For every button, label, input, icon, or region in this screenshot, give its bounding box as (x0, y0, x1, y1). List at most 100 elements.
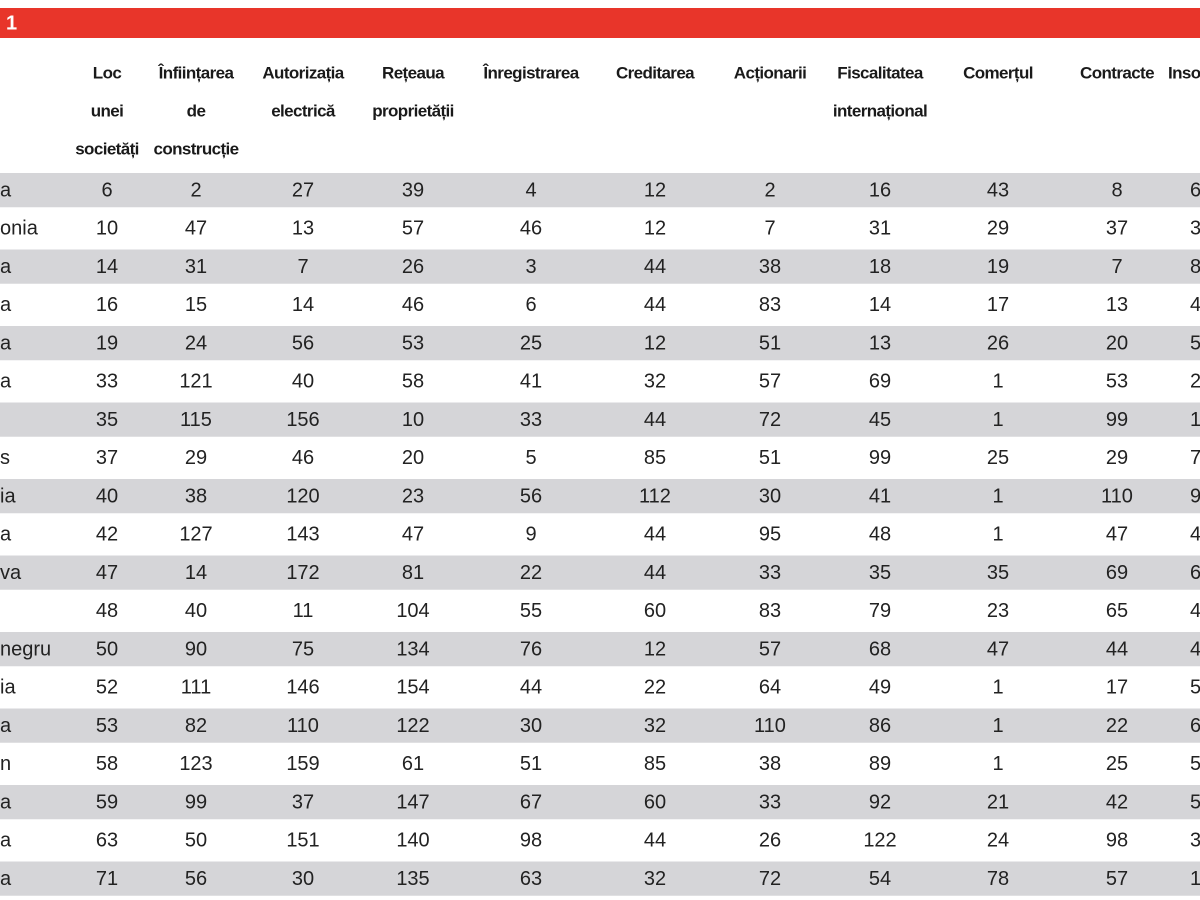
cell-value: 98 (520, 830, 542, 852)
cell-value: 23 (987, 600, 1009, 622)
cell-value: 22 (644, 677, 666, 699)
cell-value: 57 (759, 371, 781, 393)
cell-value: 104 (396, 600, 429, 622)
cell-value: 44 (644, 256, 666, 278)
cell-value: 61 (402, 753, 424, 775)
cell-value: 15 (185, 294, 207, 316)
cell-value: 37 (1106, 218, 1128, 240)
row-label: a (0, 294, 12, 316)
cell-value: 24 (185, 332, 207, 354)
cell-value: 6 (101, 179, 112, 201)
row-label: va (0, 562, 22, 584)
row-label: onia (0, 218, 39, 240)
cell-value: 48 (96, 600, 118, 622)
cell-value: 14 (292, 294, 314, 316)
cell-value: 9 (1190, 485, 1200, 507)
cell-value: 81 (402, 562, 424, 584)
cell-value: 33 (520, 409, 542, 431)
cell-value: 38 (185, 485, 207, 507)
cell-value: 64 (759, 677, 781, 699)
cell-value: 1 (992, 409, 1003, 431)
cell-value: 95 (759, 524, 781, 546)
cell-value: 52 (96, 677, 118, 699)
cell-value: 1 (992, 524, 1003, 546)
title-bar (0, 8, 1200, 38)
cell-value: 85 (644, 753, 666, 775)
row-label: s (0, 447, 10, 469)
cell-value: 33 (759, 791, 781, 813)
cell-value: 56 (292, 332, 314, 354)
cell-value: 69 (1106, 562, 1128, 584)
column-header: Creditarea (616, 63, 695, 82)
cell-value: 57 (1106, 868, 1128, 890)
cell-value: 67 (520, 791, 542, 813)
cell-value: 1 (992, 371, 1003, 393)
cell-value: 48 (869, 524, 891, 546)
cell-value: 44 (644, 524, 666, 546)
cell-value: 60 (644, 791, 666, 813)
cell-value: 1 (992, 753, 1003, 775)
cell-value: 44 (520, 677, 542, 699)
cell-value: 98 (1106, 830, 1128, 852)
cell-value: 44 (644, 294, 666, 316)
cell-value: 13 (292, 218, 314, 240)
cell-value: 1 (992, 715, 1003, 737)
column-header: Insol (1168, 63, 1200, 82)
cell-value: 46 (520, 218, 542, 240)
row-stripe (0, 632, 1200, 667)
cell-value: 92 (869, 791, 891, 813)
cell-value: 89 (869, 753, 891, 775)
cell-value: 33 (759, 562, 781, 584)
cell-value: 110 (1101, 485, 1133, 507)
row-label: ia (0, 485, 16, 507)
column-header: Contracte (1080, 63, 1154, 82)
cell-value: 6 (1190, 179, 1200, 201)
column-header: Înființarea (158, 63, 235, 82)
column-header: electrică (271, 101, 336, 120)
cell-value: 25 (987, 447, 1009, 469)
cell-value: 5 (1190, 332, 1200, 354)
cell-value: 172 (286, 562, 319, 584)
row-stripe (0, 785, 1200, 820)
cell-value: 110 (287, 715, 319, 737)
cell-value: 4 (525, 179, 536, 201)
cell-value: 112 (639, 485, 671, 507)
cell-value: 12 (644, 638, 666, 660)
cell-value: 32 (644, 868, 666, 890)
cell-value: 11 (293, 600, 314, 622)
cell-value: 3 (525, 256, 536, 278)
cell-value: 18 (869, 256, 891, 278)
cell-value: 26 (759, 830, 781, 852)
cell-value: 9 (525, 524, 536, 546)
cell-value: 1 (992, 677, 1003, 699)
cell-value: 4 (1190, 294, 1200, 316)
cell-value: 31 (869, 218, 891, 240)
cell-value: 7 (297, 256, 308, 278)
cell-value: 40 (96, 485, 118, 507)
cell-value: 72 (759, 868, 781, 890)
cell-value: 56 (185, 868, 207, 890)
column-header: unei (91, 101, 124, 120)
cell-value: 47 (185, 218, 207, 240)
cell-value: 31 (185, 256, 207, 278)
cell-value: 75 (292, 638, 314, 660)
cell-value: 37 (96, 447, 118, 469)
cell-value: 60 (644, 600, 666, 622)
cell-value: 6 (1190, 715, 1200, 737)
cell-value: 6 (525, 294, 536, 316)
cell-value: 135 (396, 868, 429, 890)
cell-value: 1 (992, 485, 1003, 507)
cell-value: 7 (1111, 256, 1122, 278)
column-header: Autorizația (262, 63, 344, 82)
cell-value: 33 (96, 371, 118, 393)
row-label: ia (0, 677, 16, 699)
cell-value: 35 (869, 562, 891, 584)
cell-value: 99 (869, 447, 891, 469)
cell-value: 27 (292, 179, 314, 201)
cell-value: 154 (396, 677, 429, 699)
cell-value: 59 (96, 791, 118, 813)
cell-value: 46 (402, 294, 424, 316)
column-header: Acționarii (734, 63, 806, 82)
cell-value: 82 (185, 715, 207, 737)
cell-value: 14 (96, 256, 118, 278)
